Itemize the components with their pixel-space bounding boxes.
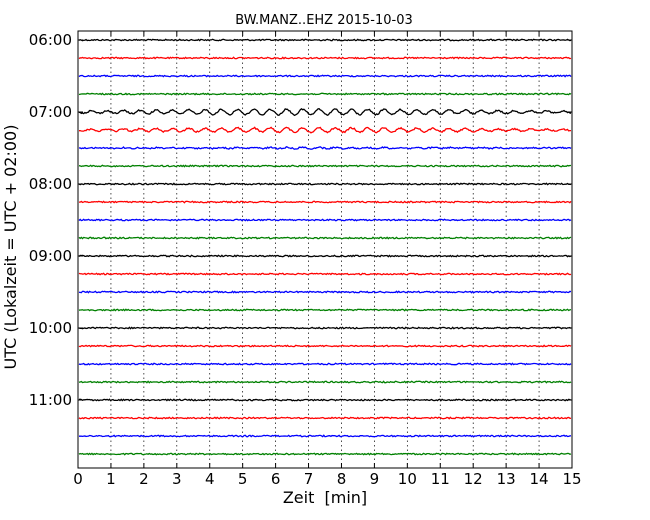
trace-line <box>78 164 572 168</box>
x-tick-label: 12 <box>464 470 483 488</box>
trace-line <box>78 236 572 240</box>
y-tick-label: 09:00 <box>29 247 72 265</box>
trace-group <box>78 38 572 456</box>
trace-line <box>78 56 572 60</box>
x-tick-label: 11 <box>431 470 450 488</box>
x-tick-label: 0 <box>73 470 83 488</box>
x-tick-label: 5 <box>238 470 248 488</box>
chart-title: BW.MANZ..EHZ 2015-10-03 <box>235 13 413 28</box>
trace-line <box>78 146 572 150</box>
trace-line <box>78 434 572 438</box>
trace-line <box>78 218 572 222</box>
x-tick-label: 8 <box>337 470 347 488</box>
trace-line <box>78 254 572 258</box>
trace-line <box>78 326 572 330</box>
y-axis-ticks: 06:00 07:00 08:00 09:00 10:00 11:00 <box>29 31 572 409</box>
plot-frame <box>77 30 573 469</box>
x-tick-label: 4 <box>205 470 215 488</box>
grid-lines <box>110 31 540 468</box>
x-axis-ticks: 0 1 2 3 4 5 6 7 8 9 10 11 12 13 14 15 <box>73 31 582 488</box>
trace-line <box>78 344 572 348</box>
x-tick-label: 2 <box>139 470 149 488</box>
y-tick-label: 08:00 <box>29 175 72 193</box>
x-tick-label: 7 <box>304 470 314 488</box>
trace-line <box>78 200 572 204</box>
y-tick-label: 07:00 <box>29 103 72 121</box>
trace-line <box>78 38 572 42</box>
y-tick-label: 10:00 <box>29 319 72 337</box>
x-tick-label: 13 <box>497 470 516 488</box>
y-tick-label: 06:00 <box>29 31 72 49</box>
trace-line <box>78 108 572 117</box>
x-tick-label: 14 <box>530 470 549 488</box>
trace-line <box>78 126 572 134</box>
x-tick-label: 6 <box>271 470 281 488</box>
trace-line <box>78 308 572 312</box>
x-axis-label: Zeit [min] <box>283 488 367 507</box>
trace-line <box>78 380 572 384</box>
x-tick-label: 10 <box>398 470 417 488</box>
trace-line <box>78 92 572 96</box>
trace-line <box>78 398 572 402</box>
x-tick-label: 15 <box>562 470 581 488</box>
y-tick-label: 11:00 <box>29 391 72 409</box>
x-tick-label: 1 <box>106 470 116 488</box>
trace-line <box>78 416 572 420</box>
trace-line <box>78 74 572 78</box>
trace-line <box>78 182 572 186</box>
trace-line <box>78 290 572 294</box>
trace-line <box>78 272 572 276</box>
trace-line <box>78 362 572 366</box>
y-axis-label: UTC (Lokalzeit = UTC + 02:00) <box>1 125 20 370</box>
trace-line <box>78 452 572 456</box>
x-tick-label: 3 <box>172 470 182 488</box>
x-tick-label: 9 <box>370 470 380 488</box>
